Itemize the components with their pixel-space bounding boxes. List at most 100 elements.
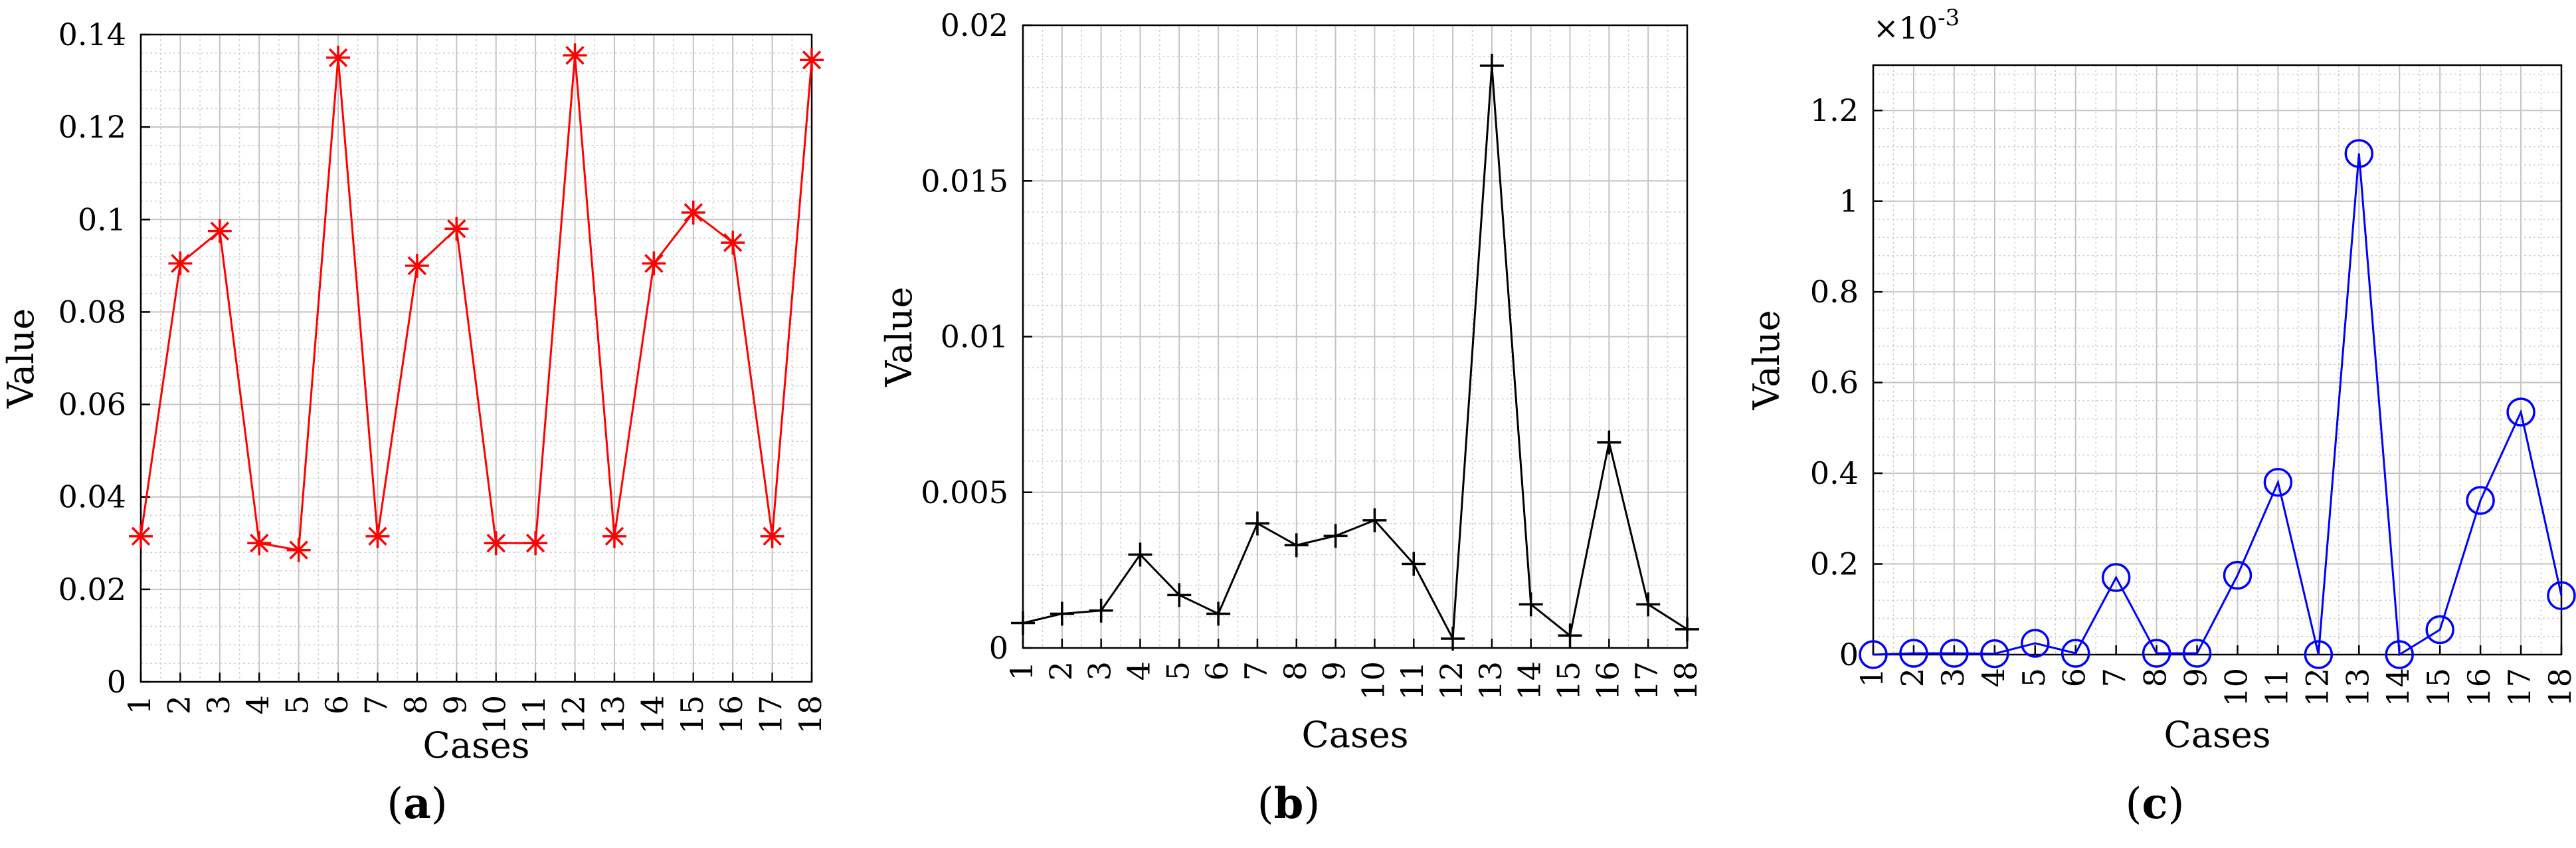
data-point xyxy=(2021,629,2050,658)
x-tick-label: 4 xyxy=(1121,661,1156,681)
marker-stroke xyxy=(565,46,585,65)
data-point xyxy=(1206,601,1231,626)
data-point xyxy=(1362,508,1387,532)
x-tick-label: 17 xyxy=(1629,661,1665,700)
y-tick-label: 0.005 xyxy=(921,475,1008,510)
data-point xyxy=(1128,542,1152,567)
data-point xyxy=(2223,560,2253,590)
data-point xyxy=(2547,581,2576,611)
marker-circle xyxy=(1940,639,1969,668)
x-tick-label: 1 xyxy=(122,695,157,714)
y-tick-label: 0.14 xyxy=(58,17,126,53)
x-tick-label: 3 xyxy=(1935,668,1971,687)
marker-stroke xyxy=(171,254,190,273)
data-point xyxy=(721,231,745,255)
data-point xyxy=(1597,430,1621,455)
y-tick-label: 1 xyxy=(1839,183,1859,219)
marker-circle xyxy=(2021,629,2050,658)
y-tick-label: 0 xyxy=(989,630,1008,666)
series-line xyxy=(1022,65,1688,643)
x-tick-label: 5 xyxy=(2016,668,2052,687)
y-axis-label: Value xyxy=(1746,310,1788,410)
marker-circle xyxy=(2385,640,2414,669)
caption-c: (c) xyxy=(2125,779,2185,829)
data-point xyxy=(602,524,626,548)
x-tick-label: 3 xyxy=(201,695,236,714)
x-tick-label: 14 xyxy=(634,695,670,734)
marker-circle xyxy=(2263,467,2293,497)
data-point xyxy=(365,524,390,548)
data-point xyxy=(1050,601,1074,626)
marker-stroke xyxy=(250,534,269,553)
x-tick-label: 11 xyxy=(516,695,552,734)
data-point xyxy=(2385,640,2414,669)
marker-stroke xyxy=(644,254,664,273)
x-tick-label: 13 xyxy=(2340,668,2375,707)
x-tick-label: 13 xyxy=(595,695,631,734)
data-point xyxy=(2142,639,2171,668)
data-point xyxy=(1940,639,1969,668)
marker-stroke xyxy=(684,203,703,223)
marker-circle xyxy=(1899,639,1928,668)
x-axis-label: Cases xyxy=(423,724,530,766)
marker-stroke xyxy=(289,540,308,560)
data-point xyxy=(2506,397,2535,427)
marker-stroke xyxy=(328,48,348,67)
x-tick-label: 1 xyxy=(1854,668,1890,687)
x-tick-label: 4 xyxy=(1976,668,2011,687)
data-point xyxy=(168,251,193,276)
x-tick-label: 12 xyxy=(2299,668,2335,707)
y-tick-label: 0 xyxy=(107,664,126,700)
marker-circle xyxy=(2466,486,2495,515)
x-tick-label: 7 xyxy=(358,695,394,714)
x-tick-label: 16 xyxy=(713,695,749,734)
marker-circle xyxy=(2304,640,2334,669)
chart-panel-a: 00.020.040.060.080.10.120.141 2 3 4 5 6 7 8 9 10 1… xyxy=(0,17,828,766)
y-tick-label: 0.02 xyxy=(941,7,1008,43)
x-tick-label: 5 xyxy=(1160,661,1196,681)
data-point xyxy=(1011,611,1035,635)
marker-circle xyxy=(2425,615,2454,645)
data-point xyxy=(207,219,232,243)
x-tick-label: 7 xyxy=(1238,661,1274,681)
data-point xyxy=(1441,626,1465,651)
x-axis-label: Cases xyxy=(2164,714,2271,756)
marker-stroke xyxy=(368,526,387,546)
marker-circle xyxy=(2344,139,2374,168)
marker-circle xyxy=(2061,639,2090,668)
x-tick-label: 11 xyxy=(2258,668,2294,707)
x-tick-label: 7 xyxy=(2097,668,2133,687)
data-point xyxy=(2182,639,2212,668)
data-point xyxy=(1479,53,1504,78)
marker-stroke xyxy=(763,526,782,546)
x-axis-label: Cases xyxy=(1302,714,1409,756)
x-tick-label: 13 xyxy=(1473,661,1509,700)
x-tick-label: 15 xyxy=(2421,668,2456,707)
x-tick-label: 17 xyxy=(2502,668,2537,707)
x-tick-label: 8 xyxy=(398,695,434,714)
y-axis-label: Value xyxy=(878,286,920,387)
data-point xyxy=(1245,511,1269,536)
data-point xyxy=(800,48,824,72)
x-tick-label: 10 xyxy=(1355,661,1391,700)
data-point xyxy=(1636,592,1661,617)
data-point xyxy=(1899,639,1928,668)
x-tick-label: 3 xyxy=(1082,661,1118,681)
marker-stroke xyxy=(723,233,743,253)
caption-b: (b) xyxy=(1257,779,1321,829)
data-point xyxy=(1167,583,1192,607)
x-tick-label: 14 xyxy=(2380,668,2416,707)
data-point xyxy=(286,538,311,562)
y-tick-label: 0.015 xyxy=(921,163,1008,199)
data-point xyxy=(1089,598,1113,623)
data-point xyxy=(681,200,705,225)
y-tick-label: 0.06 xyxy=(58,387,126,423)
data-point xyxy=(1323,524,1348,548)
x-tick-label: 6 xyxy=(1199,661,1235,681)
marker-stroke xyxy=(447,219,466,239)
marker-circle xyxy=(1859,640,1888,669)
x-tick-label: 6 xyxy=(319,695,355,714)
x-tick-label: 15 xyxy=(674,695,710,734)
marker-circle xyxy=(2142,639,2171,668)
